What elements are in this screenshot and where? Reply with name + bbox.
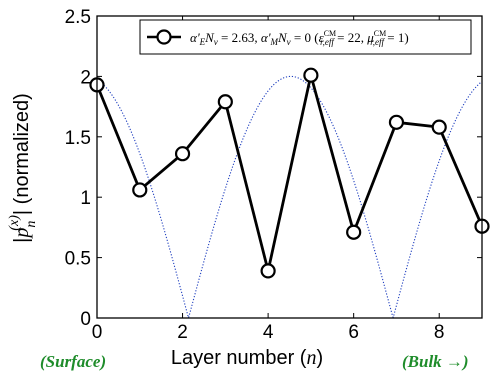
- x-tick-label: 2: [177, 322, 188, 343]
- ticks-layer: 0 2 4 6 8 0 0.5 1 1.5 2 2.5: [65, 7, 482, 343]
- legend-marker-sample: [156, 29, 172, 45]
- data-point: [174, 146, 191, 162]
- y-axis-label: |pn(x)| (normalized): [7, 93, 39, 243]
- data-point: [303, 67, 319, 83]
- series-line: [95, 73, 484, 273]
- series-layer: [89, 67, 490, 279]
- legend-label: α'ENv = 2.63, α'MNv = 0 (εCM r,eff = 22, …: [190, 29, 409, 47]
- x-tick-label: 6: [348, 322, 359, 343]
- x-axis-label: Layer number (n): [171, 347, 323, 369]
- data-point: [431, 119, 447, 135]
- legend-box: [139, 19, 472, 55]
- x-tick-label: 0: [92, 322, 103, 343]
- data-point: [260, 263, 276, 279]
- y-tick-label: 1: [80, 188, 91, 209]
- dotted-reference-curve: [96, 75, 483, 320]
- data-point: [388, 114, 405, 130]
- x-tick-label: 4: [263, 322, 274, 343]
- data-point: [346, 224, 362, 240]
- y-tick-label: 2: [80, 67, 91, 88]
- y-tick-label: 1.5: [65, 128, 91, 149]
- y-tick-label: 0: [80, 309, 91, 330]
- x-tick-label: 8: [434, 322, 445, 343]
- y-tick-label: 0.5: [65, 249, 91, 270]
- bulk-annotation: (Bulk →): [402, 352, 469, 371]
- plot-frame: [96, 15, 483, 319]
- data-point: [132, 182, 148, 198]
- y-tick-label: 2.5: [65, 7, 91, 28]
- data-point: [217, 94, 233, 110]
- dotted-curve-layer: [96, 75, 483, 320]
- legend: α'ENv = 2.63, α'MNv = 0 (εCM r,eff = 22, …: [139, 19, 472, 55]
- surface-annotation: (Surface): [40, 352, 106, 371]
